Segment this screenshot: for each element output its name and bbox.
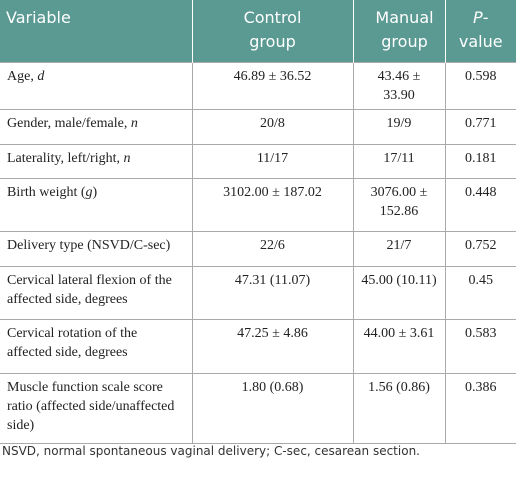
value-cell: 1.80 (0.68)	[191, 372, 354, 444]
value-cell: 11/17	[191, 143, 354, 179]
text-segment: Age,	[7, 68, 38, 84]
table-row: Cervical rotation of the affected side, …	[0, 318, 516, 374]
header-cell: Variable	[0, 0, 192, 62]
text-segment: Birth weight (	[7, 184, 86, 200]
value-cell: 1.56 (0.86)	[352, 372, 446, 444]
header-text: Variable	[6, 8, 71, 27]
header-cell: P-value	[444, 0, 516, 62]
variable-cell: Cervical lateral flexion of the affected…	[0, 265, 193, 320]
header-text: Control group	[243, 8, 302, 51]
value-cell: 3076.00 ± 152.86	[352, 177, 446, 232]
table-row: Age, d 46.89 ± 36.52 43.46 ± 33.90 0.598	[0, 61, 516, 110]
table-row: Gender, male/female, n 20/8 19/9 0.771	[0, 108, 516, 145]
table-row: Delivery type (NSVD/C-sec) 22/6 21/7 0.752	[0, 230, 516, 267]
variable-cell: Cervical rotation of the affected side, …	[0, 318, 193, 374]
value-cell: 21/7	[352, 230, 446, 267]
value-cell: 0.583	[444, 318, 516, 374]
value-cell: 0.752	[444, 230, 516, 267]
value-cell: 43.46 ± 33.90	[352, 61, 446, 110]
text-segment: Gender, male/female,	[7, 115, 131, 131]
table-row: Cervical lateral flexion of the affected…	[0, 265, 516, 320]
header-text: P-value	[456, 6, 506, 54]
variable-cell: Birth weight (g)	[0, 177, 193, 232]
value-cell: 44.00 ± 3.61	[352, 318, 446, 374]
text-segment: n	[123, 150, 131, 166]
value-cell: 0.386	[444, 372, 516, 444]
variable-cell: Muscle function scale score ratio (affec…	[0, 372, 193, 444]
value-cell: 0.771	[444, 108, 516, 145]
header-row: Variable Control group Manual group P-value	[0, 0, 516, 62]
value-cell: 0.598	[444, 61, 516, 110]
value-cell: 47.25 ± 4.86	[191, 318, 354, 374]
value-cell: 19/9	[352, 108, 446, 145]
value-cell: 3102.00 ± 187.02	[191, 177, 354, 232]
text-segment: g	[85, 184, 93, 200]
variable-cell: Gender, male/female, n	[0, 108, 193, 145]
data-table: Variable Control group Manual group P-value…	[0, 0, 516, 444]
header-cell: Manual group	[352, 0, 445, 62]
header-text: Manual group	[375, 8, 434, 51]
variable-cell: Laterality, left/right, n	[0, 143, 193, 179]
table-row: Birth weight (g) 3102.00 ± 187.02 3076.00 …	[0, 177, 516, 232]
value-cell: 22/6	[191, 230, 354, 267]
table-body: Age, d 46.89 ± 36.52 43.46 ± 33.90 0.598 Gen…	[0, 61, 516, 444]
value-cell: 0.45	[444, 265, 516, 320]
value-cell: 0.181	[444, 143, 516, 179]
text-segment: P	[473, 8, 483, 27]
variable-cell: Age, d	[0, 61, 193, 110]
text-segment: d	[37, 68, 45, 84]
header-cell: Control group	[191, 0, 353, 62]
value-cell: 45.00 (10.11)	[352, 265, 446, 320]
variable-cell: Delivery type (NSVD/C-sec)	[0, 230, 193, 267]
footnote: NSVD, normal spontaneous vaginal deliver…	[2, 444, 420, 458]
table-row: Laterality, left/right, n 11/17 17/11 0.181	[0, 143, 516, 179]
table-row: Muscle function scale score ratio (affec…	[0, 372, 516, 444]
value-cell: 17/11	[352, 143, 446, 179]
value-cell: 20/8	[191, 108, 354, 145]
text-segment: )	[92, 184, 98, 200]
value-cell: 46.89 ± 36.52	[191, 61, 354, 110]
value-cell: 0.448	[444, 177, 516, 232]
text-segment: -value	[458, 8, 503, 51]
text-segment: Laterality, left/right,	[7, 150, 124, 166]
text-segment: n	[130, 115, 138, 131]
value-cell: 47.31 (11.07)	[191, 265, 354, 320]
